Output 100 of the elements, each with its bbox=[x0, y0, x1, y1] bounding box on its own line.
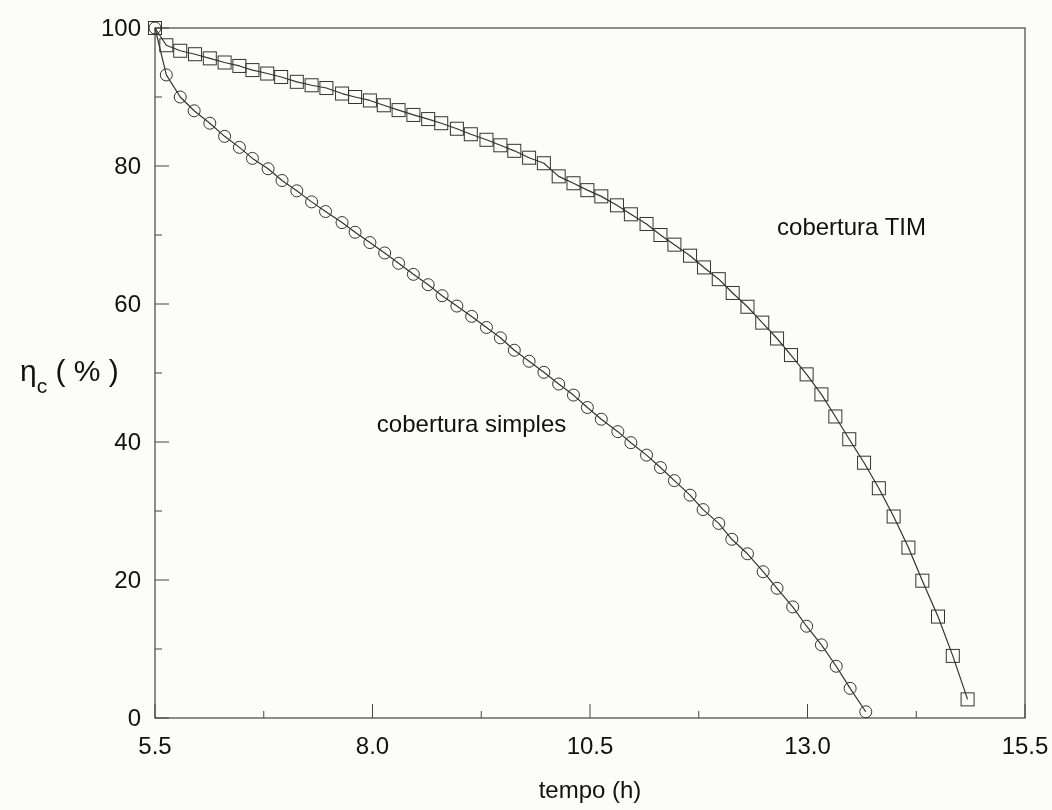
point bbox=[479, 320, 493, 334]
point bbox=[740, 299, 755, 314]
point bbox=[814, 638, 828, 652]
y-tick-label: 100 bbox=[100, 14, 141, 41]
point bbox=[463, 127, 478, 142]
point bbox=[362, 93, 377, 108]
point bbox=[392, 256, 406, 270]
point bbox=[901, 540, 916, 555]
point bbox=[609, 198, 624, 213]
point bbox=[683, 488, 697, 502]
point bbox=[580, 401, 594, 414]
point bbox=[335, 86, 350, 101]
point bbox=[188, 47, 203, 62]
point bbox=[580, 183, 595, 198]
point bbox=[522, 354, 536, 368]
point bbox=[290, 184, 304, 198]
point bbox=[203, 116, 217, 130]
point bbox=[217, 55, 232, 70]
point bbox=[289, 74, 304, 89]
point bbox=[725, 285, 740, 300]
point bbox=[335, 216, 349, 230]
point bbox=[479, 132, 494, 147]
x-tick-label: 8.0 bbox=[355, 732, 390, 759]
point bbox=[363, 236, 377, 250]
point bbox=[566, 176, 581, 191]
point bbox=[639, 216, 654, 231]
point bbox=[770, 581, 784, 595]
x-tick-label: 10.5 bbox=[566, 732, 614, 759]
point bbox=[799, 367, 814, 382]
point bbox=[245, 151, 259, 165]
point bbox=[348, 225, 362, 239]
point bbox=[232, 140, 246, 154]
x-axis-title: tempo (h) bbox=[538, 776, 642, 803]
y-tick-label: 60 bbox=[114, 290, 141, 317]
point bbox=[667, 237, 682, 252]
point bbox=[871, 481, 886, 496]
point bbox=[260, 66, 275, 81]
point bbox=[814, 387, 829, 402]
x-tick-label: 13.0 bbox=[784, 732, 831, 759]
point bbox=[218, 129, 232, 143]
point bbox=[696, 260, 711, 275]
y-tick-label: 80 bbox=[114, 152, 141, 179]
point bbox=[828, 409, 843, 424]
point bbox=[493, 331, 507, 345]
point bbox=[421, 278, 435, 292]
y-tick-label: 20 bbox=[114, 566, 141, 593]
point bbox=[566, 388, 580, 402]
point bbox=[857, 455, 872, 470]
point bbox=[931, 609, 945, 624]
point bbox=[640, 448, 654, 462]
point bbox=[173, 43, 188, 58]
point bbox=[507, 143, 522, 158]
point bbox=[421, 112, 436, 127]
point bbox=[611, 425, 625, 439]
point bbox=[552, 377, 566, 391]
y-tick-label: 40 bbox=[114, 428, 141, 455]
point bbox=[507, 343, 521, 357]
point bbox=[843, 681, 857, 695]
point bbox=[711, 272, 726, 287]
point bbox=[667, 474, 681, 488]
y-tick-label: 0 bbox=[127, 704, 141, 731]
y-axis-title: η$_{c}$ ( % ) bbox=[20, 354, 119, 397]
point bbox=[886, 509, 901, 524]
point bbox=[829, 659, 843, 673]
point bbox=[712, 516, 726, 530]
point bbox=[740, 547, 754, 561]
point bbox=[173, 90, 187, 104]
point bbox=[653, 228, 668, 242]
text: cobertura TIM bbox=[777, 213, 926, 240]
point bbox=[755, 315, 770, 330]
point bbox=[159, 38, 174, 53]
series-label: cobertura simples bbox=[376, 409, 567, 437]
point bbox=[842, 432, 857, 447]
point bbox=[406, 107, 421, 122]
point bbox=[450, 299, 464, 313]
point bbox=[304, 78, 319, 93]
point bbox=[624, 436, 638, 450]
point bbox=[319, 81, 334, 96]
point bbox=[800, 619, 814, 633]
point bbox=[786, 600, 800, 614]
x-tick-label: 15.5 bbox=[1001, 732, 1049, 759]
point bbox=[406, 267, 420, 281]
point bbox=[770, 331, 785, 346]
point bbox=[202, 51, 217, 66]
point bbox=[653, 461, 667, 475]
point bbox=[275, 173, 289, 187]
point bbox=[449, 121, 464, 136]
point bbox=[232, 58, 247, 73]
point bbox=[683, 248, 698, 263]
point bbox=[159, 68, 173, 82]
point bbox=[783, 348, 798, 363]
point bbox=[945, 648, 960, 663]
point bbox=[623, 207, 638, 222]
point bbox=[305, 195, 319, 209]
point bbox=[725, 532, 739, 546]
point bbox=[915, 573, 930, 588]
point bbox=[245, 63, 260, 78]
point bbox=[391, 103, 406, 118]
x-tick-label: 5.5 bbox=[138, 732, 172, 759]
point bbox=[756, 565, 770, 579]
